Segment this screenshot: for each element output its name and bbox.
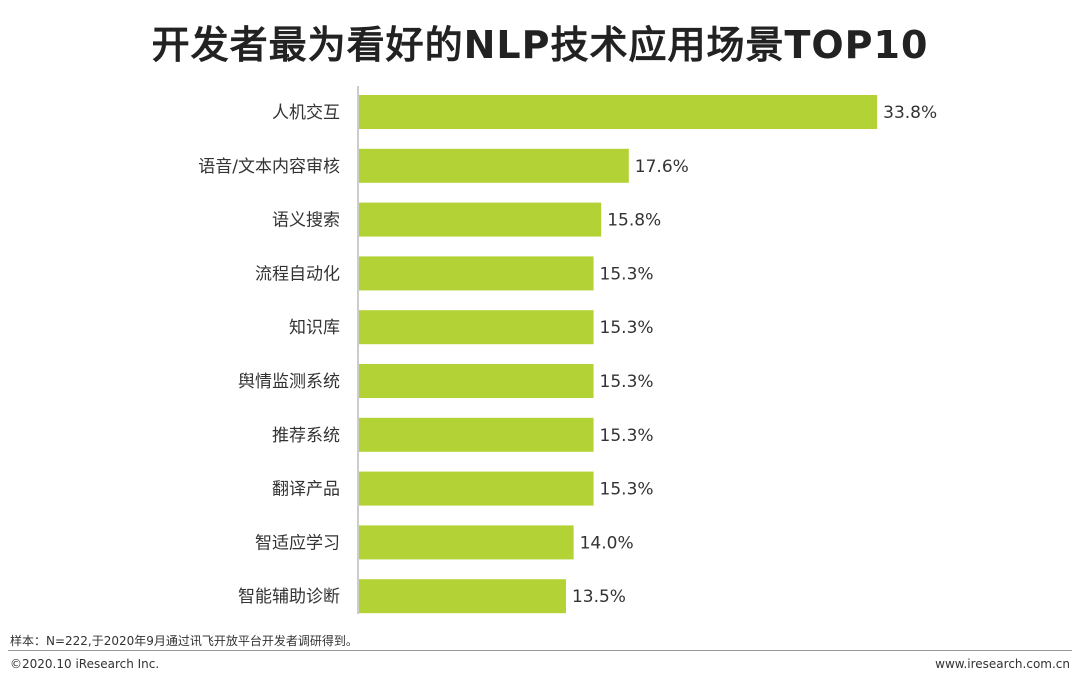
bar — [359, 148, 629, 183]
value-label: 15.8% — [607, 211, 661, 231]
value-label: 15.3% — [600, 480, 654, 500]
bar — [359, 525, 574, 560]
value-label: 33.8% — [883, 103, 937, 123]
bar — [359, 471, 594, 506]
value-label: 13.5% — [572, 587, 626, 607]
footer-divider — [8, 650, 1072, 651]
bars-group: 人机交互 33.8% 语音/文本内容审核 17.6% 语义搜索 15.8% 流程自动化 15.… — [198, 95, 937, 614]
website-link[interactable]: www.iresearch.com.cn — [935, 657, 1070, 671]
bar — [359, 95, 878, 129]
bar — [359, 364, 594, 398]
bar — [359, 417, 594, 452]
category-label: 智适应学习 — [255, 533, 340, 553]
category-label: 人机交互 — [272, 103, 340, 123]
category-label: 舆情监测系统 — [238, 372, 340, 392]
category-label: 语音/文本内容审核 — [198, 157, 340, 177]
category-label: 语义搜索 — [272, 211, 340, 231]
category-label: 推荐系统 — [272, 426, 340, 446]
value-label: 17.6% — [635, 157, 689, 177]
bar — [359, 202, 602, 237]
bar — [359, 579, 566, 614]
sample-note: 样本：N=222,于2020年9月通过讯飞开放平台开发者调研得到。 — [10, 634, 358, 648]
category-label: 流程自动化 — [255, 264, 340, 284]
category-label: 翻译产品 — [272, 480, 340, 500]
value-label: 15.3% — [600, 426, 654, 446]
bar — [359, 310, 594, 345]
value-label: 15.3% — [600, 318, 654, 338]
category-label: 知识库 — [289, 318, 340, 338]
value-label: 15.3% — [600, 264, 654, 284]
value-label: 15.3% — [600, 372, 654, 392]
bar-chart: 人机交互 33.8% 语音/文本内容审核 17.6% 语义搜索 15.8% 流程自动化 15.… — [198, 86, 937, 614]
value-label: 14.0% — [580, 533, 634, 553]
category-label: 智能辅助诊断 — [238, 587, 340, 607]
copyright-text: ©2020.10 iResearch Inc. — [10, 657, 160, 671]
bar — [359, 256, 594, 291]
chart-title: 开发者最为看好的NLP技术应用场景TOP10 — [151, 23, 929, 67]
